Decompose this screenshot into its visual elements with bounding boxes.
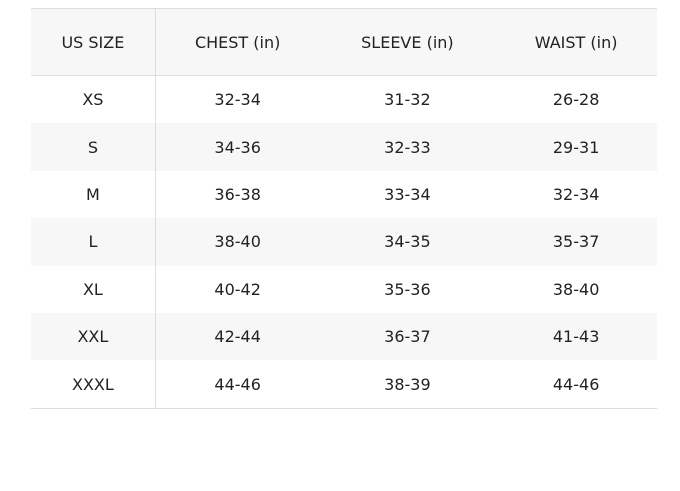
cell-size: XL <box>31 265 156 313</box>
cell-waist: 26-28 <box>552 90 600 110</box>
cell-size: XXL <box>31 312 156 361</box>
cell-chest: 40-42 <box>214 279 261 299</box>
table-row: S 34-36 32-33 29-31 <box>31 123 657 171</box>
cell-size: S <box>31 123 156 171</box>
size-chart-table: US SIZE CHEST (in) SLEEVE (in) WAIST (in… <box>31 8 657 409</box>
table-row: XXL 42-44 36-37 41-43 <box>31 312 657 361</box>
cell-waist: 44-46 <box>552 374 600 394</box>
cell-sleeve: 36-37 <box>319 312 496 361</box>
cell-chest: 38-40 <box>155 218 320 266</box>
cell-waist: 29-31 <box>495 123 657 171</box>
cell-sleeve: 35-36 <box>384 279 431 299</box>
cell-chest: 36-38 <box>214 184 261 204</box>
cell-chest: 32-34 <box>214 90 261 110</box>
cell-waist: 38-40 <box>552 279 600 299</box>
cell-size: XS <box>31 75 156 124</box>
cell-sleeve: 32-33 <box>319 123 496 171</box>
table-row: XL 40-42 35-36 38-40 <box>31 265 657 313</box>
cell-waist: 35-37 <box>495 218 657 266</box>
cell-chest: 42-44 <box>155 312 320 361</box>
cell-waist: 32-34 <box>552 184 600 204</box>
cell-sleeve: 31-32 <box>384 90 431 110</box>
cell-sleeve: 34-35 <box>319 218 496 266</box>
cell-chest: 34-36 <box>155 123 320 171</box>
cell-waist: 41-43 <box>495 312 657 361</box>
cell-sleeve: 38-39 <box>384 374 431 394</box>
table-row: L 38-40 34-35 35-37 <box>31 218 657 266</box>
cell-sleeve: 33-34 <box>384 184 431 204</box>
header-chest: CHEST (in) <box>155 8 320 76</box>
header-sleeve: SLEEVE (in) <box>319 8 496 76</box>
cell-size: M <box>31 170 156 219</box>
table-row: M 36-38 33-34 32-34 <box>31 170 657 219</box>
cell-chest: 44-46 <box>214 374 261 394</box>
header-row: US SIZE CHEST (in) SLEEVE (in) WAIST (in… <box>31 8 657 76</box>
table-row: XXXL 44-46 38-39 44-46 <box>31 360 657 409</box>
header-waist: WAIST (in) <box>495 8 657 76</box>
header-us-size: US SIZE <box>31 8 156 76</box>
cell-size: L <box>31 218 156 266</box>
table-row: XS 32-34 31-32 26-28 <box>31 75 657 124</box>
cell-size: XXXL <box>31 360 156 409</box>
